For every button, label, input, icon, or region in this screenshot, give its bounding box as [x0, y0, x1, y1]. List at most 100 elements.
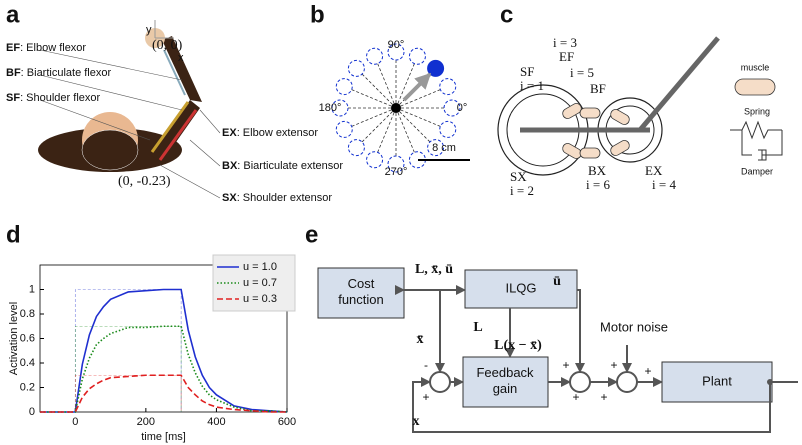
control-diagram [317, 267, 798, 433]
panel-label: c [500, 1, 513, 28]
target-line [395, 107, 448, 130]
sum-sign: + [644, 364, 651, 378]
coordinate: (0, 0) [152, 38, 183, 53]
y-tick-label: 0.6 [20, 332, 35, 344]
activation-chart: 0 200 400 600 0 0.2 0.4 0.6 0.8 1 time [ms] Activat… [8, 254, 296, 443]
y-tick-label: 0.2 [20, 381, 35, 393]
activation-line [40, 288, 288, 413]
target-line [374, 107, 397, 160]
block-label: Plant [702, 373, 732, 388]
panel-label: a [6, 1, 20, 28]
target [366, 47, 384, 65]
muscle-name: : Elbow extensor [237, 127, 319, 139]
muscle-name: : Biarticulate flexor [21, 67, 112, 79]
muscle-label: SX [510, 169, 527, 184]
muscle-label: i = 1 [520, 78, 544, 93]
muscle-label: EX: Elbow extensor [222, 127, 318, 139]
axis-label: y [146, 24, 152, 36]
target-line [344, 86, 397, 109]
start [391, 103, 401, 113]
coordinate: (0, -0.23) [118, 174, 171, 189]
y-tick-label: 0 [29, 406, 35, 418]
muscle-label: EF: Elbow flexor [6, 42, 86, 54]
muscle-label: BF [590, 81, 606, 96]
input-step [74, 325, 182, 412]
muscle-label: SX: Shoulder extensor [222, 192, 332, 204]
input-step [74, 289, 182, 412]
muscle-label: SF [520, 64, 534, 79]
y-tick-label: 0.8 [20, 308, 35, 320]
signal-label: x̄ [417, 332, 424, 347]
direction-arrow [402, 72, 432, 102]
target [347, 59, 365, 77]
x-tick-label: 0 [72, 416, 78, 428]
sum-sign: + [572, 390, 579, 404]
target [443, 99, 461, 117]
x-axis-label: time [ms] [141, 431, 186, 443]
target [427, 139, 445, 157]
muscle-label: EX [645, 163, 663, 178]
muscle-abbr: BX [222, 160, 238, 172]
sum-sign: + [610, 358, 617, 372]
target [387, 155, 405, 173]
target [366, 151, 384, 169]
target-line [356, 107, 397, 148]
targets [331, 43, 461, 173]
panel-label: b [310, 1, 325, 28]
target [347, 139, 365, 157]
panel-label: d [6, 221, 21, 248]
axis-label: x [178, 52, 184, 64]
sum-sign: + [422, 390, 429, 404]
input-step [74, 374, 182, 412]
sum-sign: + [562, 358, 569, 372]
x-tick-label: 600 [278, 416, 296, 428]
target-line [344, 107, 397, 130]
target [408, 47, 426, 65]
muscle-abbr: BF [6, 67, 21, 79]
target-line [395, 107, 418, 160]
activation-line [40, 325, 288, 413]
panel-label: e [305, 221, 318, 248]
target [427, 59, 445, 77]
muscle-name: : Shoulder flexor [20, 92, 100, 104]
y-tick-label: 1 [29, 283, 35, 295]
muscle-abbr: SX [222, 192, 237, 204]
muscle-label: BX [588, 163, 607, 178]
signal-label: ū [553, 274, 561, 289]
block-label: ILQG [505, 280, 536, 295]
sum-sign: - [424, 358, 428, 372]
target [331, 99, 349, 117]
muscle-abbr: EX [222, 127, 237, 139]
target-line [356, 68, 397, 109]
signal-label: L [473, 320, 482, 335]
muscle-label: EF [559, 49, 574, 64]
signal-label: x [413, 414, 420, 429]
angle-label: 270° [385, 166, 408, 178]
angle-label: 0° [457, 102, 468, 114]
legend-label: u = 0.7 [243, 277, 277, 289]
muscle-label: BX: Biarticulate extensor [222, 160, 343, 172]
muscle-name: : Shoulder extensor [237, 192, 333, 204]
muscle-label: i = 2 [510, 183, 534, 198]
muscle-label: BF: Biarticulate flexor [6, 67, 111, 79]
target-line [395, 107, 436, 148]
legend-label: Spring [744, 106, 770, 116]
muscle-name: : Elbow flexor [20, 42, 86, 54]
angle-label: 90° [388, 39, 405, 51]
x-tick-label: 400 [207, 416, 225, 428]
target-line [395, 56, 418, 109]
muscle-abbr: EF [6, 42, 20, 54]
activation-line [40, 374, 287, 413]
muscle-label: i = 3 [553, 35, 577, 50]
x-tick-label: 200 [137, 416, 155, 428]
signal-label: L, x̄, ū [415, 262, 453, 277]
block-label: Feedback gain [476, 365, 534, 396]
legend-label: Damper [741, 166, 773, 176]
arm-diagram [38, 20, 221, 199]
legend-label: muscle [741, 62, 770, 72]
sum-sign: + [600, 390, 607, 404]
muscle-label: i = 4 [652, 177, 676, 192]
muscle-name: : Biarticulate extensor [237, 160, 343, 172]
target [387, 43, 405, 61]
